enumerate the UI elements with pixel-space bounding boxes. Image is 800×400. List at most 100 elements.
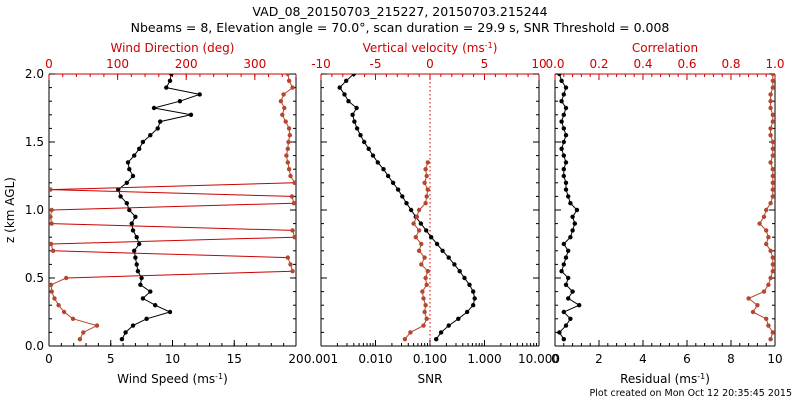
data-point	[462, 275, 467, 281]
data-point	[764, 241, 769, 247]
data-point	[133, 255, 138, 260]
data-point	[577, 303, 582, 308]
y-axis-label: z (km AGL)	[3, 177, 17, 243]
data-point	[574, 207, 580, 213]
data-point	[118, 194, 123, 199]
data-point	[438, 330, 444, 335]
data-point	[416, 207, 422, 213]
data-point	[285, 74, 290, 77]
data-point	[770, 139, 775, 145]
data-point	[424, 282, 429, 287]
data-point	[768, 275, 773, 281]
series-wind-speed	[116, 74, 202, 342]
data-point	[568, 316, 573, 321]
data-point	[559, 78, 564, 84]
data-point	[290, 228, 295, 233]
wrap-segment	[51, 223, 293, 231]
wrap-segment	[53, 250, 288, 259]
top-tick-label: 0.8	[721, 57, 740, 71]
bottom-tick-label: 10.000	[518, 352, 560, 366]
data-point	[770, 255, 775, 260]
data-point	[413, 235, 418, 240]
line-segment	[72, 318, 98, 327]
figure-title-line1: VAD_08_20150703_215227, 20150703.215244	[252, 4, 547, 19]
plot-area	[337, 74, 477, 342]
data-point	[471, 289, 476, 294]
data-point	[408, 207, 414, 213]
data-point	[570, 228, 575, 233]
data-point	[559, 269, 564, 274]
wrap-segment	[50, 189, 292, 197]
data-point	[81, 330, 86, 335]
bottom-tick-label: 0	[551, 352, 559, 366]
data-point	[288, 262, 293, 267]
data-point	[414, 214, 420, 219]
data-point	[559, 99, 564, 104]
data-point	[568, 201, 573, 206]
bottom-tick-label: 0.010	[358, 352, 392, 366]
data-point	[423, 275, 428, 281]
data-point	[770, 146, 775, 151]
data-point	[370, 153, 376, 158]
data-point	[770, 194, 775, 199]
bottom-tick-label: 20	[288, 352, 303, 366]
line-segment	[50, 277, 67, 286]
data-point	[770, 269, 775, 274]
y-tick-label: 0.5	[25, 271, 44, 285]
data-point	[130, 323, 136, 328]
data-point	[285, 146, 290, 151]
data-point	[49, 187, 53, 192]
data-point	[362, 139, 367, 145]
panel-right: 0 2 4 6 8 10 0.0 0.2 0.4 0.6 0.8 1.0 Residual (ms-1)…	[545, 41, 784, 386]
data-point	[768, 99, 773, 104]
data-point	[563, 323, 569, 328]
data-point	[557, 74, 562, 77]
wrap-segment	[66, 270, 293, 279]
top-tick-label: -10	[311, 57, 331, 71]
data-point	[566, 296, 571, 301]
data-point	[124, 201, 129, 206]
data-point	[464, 309, 470, 315]
data-point	[566, 275, 571, 281]
top-tick-label: 5	[481, 57, 489, 71]
data-point	[119, 337, 125, 342]
data-point	[287, 133, 292, 138]
data-point	[768, 126, 773, 131]
data-point	[561, 139, 566, 145]
data-point	[570, 289, 575, 294]
data-point	[127, 207, 132, 213]
data-point	[766, 282, 771, 287]
data-point	[116, 187, 121, 192]
data-point	[422, 309, 427, 315]
data-point	[395, 187, 401, 192]
data-point	[134, 235, 139, 240]
data-point	[446, 255, 451, 260]
data-point	[130, 173, 136, 179]
top-tick-label: 300	[243, 57, 266, 71]
top-tick-label: 1.0	[765, 57, 784, 71]
wrap-segment	[50, 182, 295, 191]
data-point	[563, 133, 569, 138]
data-point	[770, 262, 775, 267]
data-point	[49, 289, 54, 294]
data-point	[153, 303, 158, 308]
series-line	[558, 74, 581, 340]
data-point	[292, 180, 296, 185]
data-point	[420, 289, 425, 294]
data-point	[288, 173, 293, 179]
data-point	[169, 74, 174, 77]
data-point	[77, 337, 83, 342]
data-point	[568, 235, 573, 240]
top-tick-label: 10	[531, 57, 546, 71]
data-point	[472, 296, 477, 301]
bottom-tick-label: 0.100	[413, 352, 447, 366]
data-point	[49, 282, 54, 287]
data-point	[404, 201, 409, 206]
y-tick-label: 1.5	[25, 135, 44, 149]
bottom-tick-label: 0.001	[304, 352, 338, 366]
y-tick-label: 1.0	[25, 203, 44, 217]
bottom-tick-label: 15	[227, 352, 242, 366]
wrap-segment	[51, 236, 295, 245]
